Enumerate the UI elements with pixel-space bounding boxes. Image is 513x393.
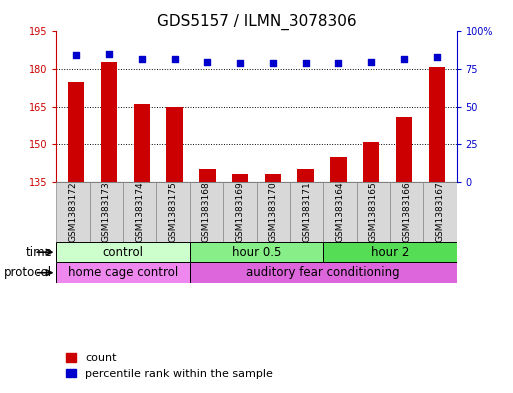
Bar (101, 62, 117, 393)
Text: GSM1383165: GSM1383165 (369, 182, 378, 242)
Bar (190, 182, 223, 242)
Bar (390, 182, 423, 242)
Point (269, 60, 277, 66)
Bar (232, 174, 248, 393)
Bar (357, 182, 390, 242)
Point (334, 60, 343, 66)
Text: GSM1383166: GSM1383166 (402, 182, 411, 242)
Bar (190, 263, 457, 283)
Point (367, 59, 376, 65)
Bar (429, 66, 445, 393)
Title: GDS5157 / ILMN_3078306: GDS5157 / ILMN_3078306 (156, 14, 357, 30)
Bar (199, 169, 215, 393)
Text: protocol: protocol (4, 266, 52, 279)
Text: GSM1383172: GSM1383172 (69, 182, 77, 242)
Bar (56, 182, 90, 242)
Point (72, 52, 80, 59)
Bar (166, 107, 183, 393)
Bar (363, 142, 380, 393)
Text: auditory fear conditioning: auditory fear conditioning (246, 266, 400, 279)
Text: home cage control: home cage control (68, 266, 178, 279)
Point (302, 60, 310, 66)
Bar (323, 182, 357, 242)
Point (203, 59, 211, 65)
Bar (256, 182, 290, 242)
Text: control: control (103, 246, 144, 259)
Bar (56, 263, 190, 283)
Text: GSM1383170: GSM1383170 (269, 182, 278, 242)
Text: GSM1383168: GSM1383168 (202, 182, 211, 242)
Bar (223, 182, 256, 242)
Text: GSM1383175: GSM1383175 (169, 182, 177, 242)
Bar (423, 182, 457, 242)
Point (170, 55, 179, 62)
Bar (290, 182, 323, 242)
Point (433, 54, 441, 60)
Text: GSM1383167: GSM1383167 (436, 182, 444, 242)
Text: GSM1383164: GSM1383164 (336, 182, 344, 242)
Bar (330, 157, 347, 393)
Bar (190, 242, 323, 263)
Text: GSM1383169: GSM1383169 (235, 182, 244, 242)
Point (236, 60, 244, 66)
Text: hour 0.5: hour 0.5 (232, 246, 281, 259)
Bar (323, 242, 457, 263)
Point (400, 55, 408, 62)
Bar (90, 182, 123, 242)
Bar (56, 242, 190, 263)
Bar (68, 82, 84, 393)
Text: GSM1383173: GSM1383173 (102, 182, 111, 242)
Text: hour 2: hour 2 (371, 246, 409, 259)
Point (137, 55, 146, 62)
Bar (265, 174, 281, 393)
Legend: count, percentile rank within the sample: count, percentile rank within the sample (62, 349, 278, 384)
Bar (156, 182, 190, 242)
Text: GSM1383171: GSM1383171 (302, 182, 311, 242)
Point (105, 51, 113, 57)
Bar (133, 104, 150, 393)
Text: time: time (26, 246, 52, 259)
Text: GSM1383174: GSM1383174 (135, 182, 144, 242)
Bar (123, 182, 156, 242)
Bar (396, 117, 412, 393)
Bar (298, 169, 314, 393)
